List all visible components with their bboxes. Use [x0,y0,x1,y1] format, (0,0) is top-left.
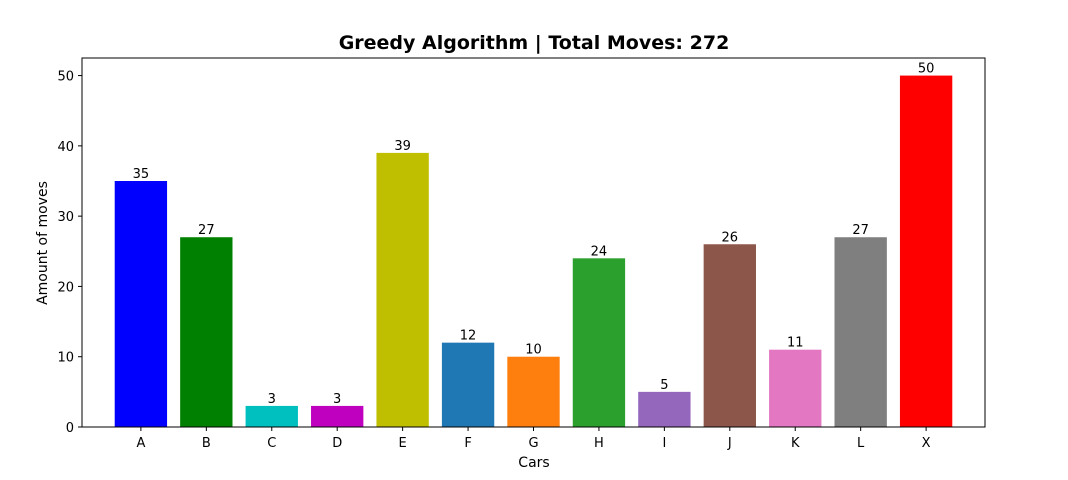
data-label-E: 39 [394,139,411,154]
x-tick-label-D: D [332,436,342,451]
data-label-B: 27 [198,223,215,238]
data-label-F: 12 [460,329,477,344]
data-label-D: 3 [333,392,341,407]
data-label-C: 3 [268,392,276,407]
data-label-H: 24 [591,244,608,259]
bar-F [441,342,495,427]
data-label-J: 26 [722,230,739,245]
bar-K [769,349,822,427]
y-tick-label-40: 40 [57,140,74,155]
y-tick-label-30: 30 [57,210,74,225]
x-tick-label-A: A [136,436,145,451]
x-tick-label-E: E [399,436,407,451]
bar-X [899,75,953,428]
y-tick-label-20: 20 [57,280,74,295]
bar-D [311,405,364,427]
bar-G [507,356,560,427]
x-tick-label-H: H [594,436,604,451]
x-tick-label-L: L [857,436,865,451]
x-tick-label-I: I [662,436,666,451]
bar-H [572,258,626,427]
bar-E [376,152,429,427]
bar-L [834,237,887,427]
bar-J [703,244,756,427]
bar-B [180,237,233,427]
x-axis-label: Cars [518,455,549,471]
data-label-A: 35 [133,167,150,182]
x-tick-label-C: C [267,436,276,451]
bar-C [245,405,298,427]
x-tick-label-J: J [727,436,732,451]
x-tick-label-G: G [528,436,538,451]
chart-title: Greedy Algorithm | Total Moves: 272 [339,32,730,54]
bar-I [638,391,691,427]
data-label-X: 50 [918,62,935,77]
y-axis-label: Amount of moves [35,181,51,305]
x-tick-label-X: X [922,436,931,451]
x-tick-label-F: F [464,436,471,451]
data-label-L: 27 [852,223,869,238]
y-tick-label-10: 10 [57,351,74,366]
data-label-G: 10 [525,343,542,358]
data-label-I: 5 [660,378,668,393]
bar-A [114,181,168,427]
data-label-K: 11 [787,336,804,351]
x-tick-label-K: K [791,436,800,451]
y-tick-label-50: 50 [57,70,74,85]
y-tick-label-0: 0 [66,421,74,436]
x-tick-label-B: B [202,436,211,451]
